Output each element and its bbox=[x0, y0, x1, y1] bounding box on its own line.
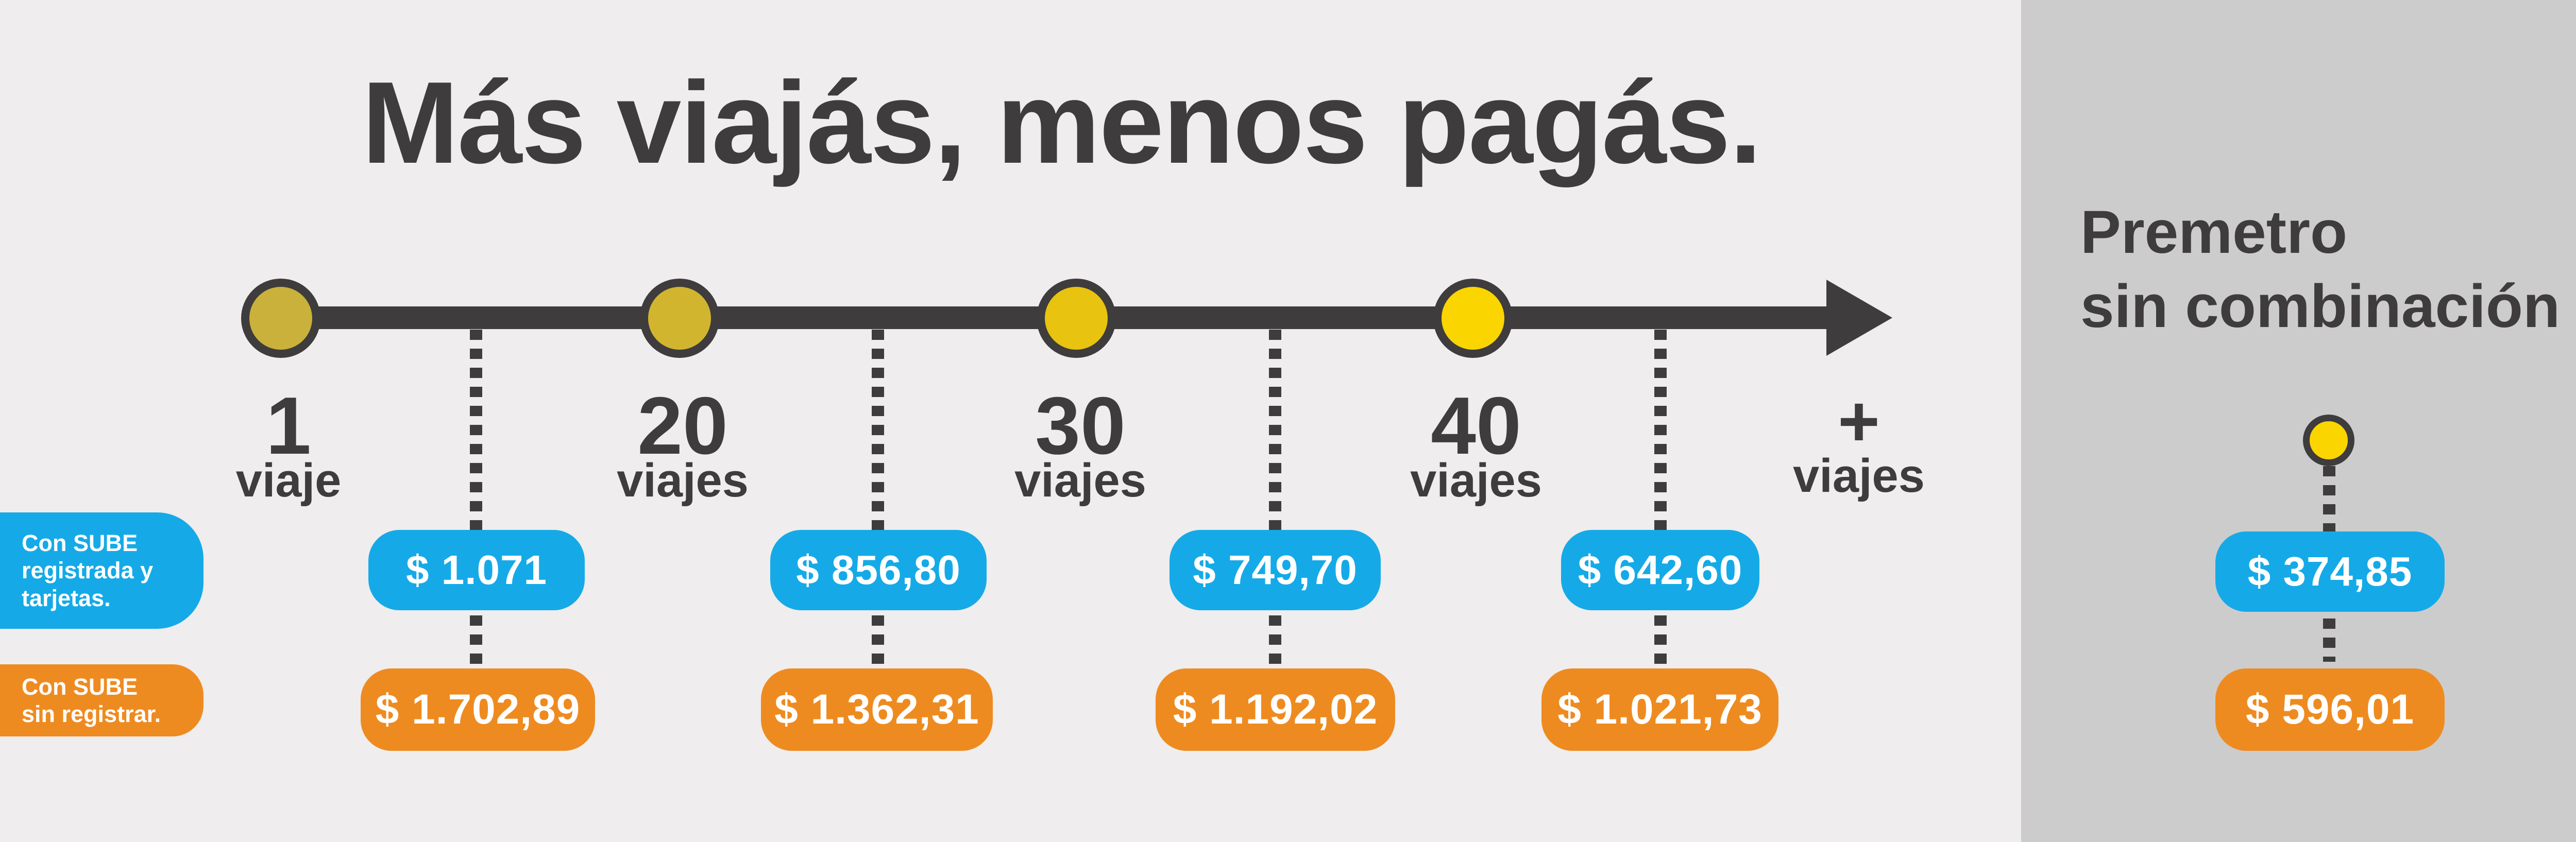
node-40-viajes bbox=[1433, 279, 1513, 358]
node-20-viajes bbox=[640, 279, 719, 358]
fare-unregistered-1: $ 1.702,89 bbox=[361, 668, 595, 751]
connector-3 bbox=[1269, 330, 1281, 713]
legend-unregistered-label: Con SUBE sin registrar. bbox=[22, 673, 161, 727]
node-1-viaje bbox=[241, 279, 320, 358]
count-plus-word: viajes bbox=[1793, 450, 1925, 502]
count-30-number: 30 bbox=[1035, 381, 1126, 471]
count-1-number: 1 bbox=[266, 381, 311, 471]
timeline-arrow-icon bbox=[1826, 280, 1892, 356]
fare-registered-20: $ 856,80 bbox=[770, 530, 987, 610]
premetro-node bbox=[2303, 415, 2354, 466]
legend-unregistered: Con SUBE sin registrar. bbox=[0, 664, 204, 736]
fare-registered-1: $ 1.071 bbox=[368, 530, 585, 610]
connector-2 bbox=[872, 330, 884, 713]
connector-4 bbox=[1654, 330, 1667, 713]
count-40-number: 40 bbox=[1431, 381, 1521, 471]
premetro-title: Premetro sin combinación bbox=[2080, 198, 2561, 340]
count-plus-symbol: + bbox=[1838, 381, 1880, 461]
count-30-word: viajes bbox=[1014, 454, 1146, 507]
legend-registered-label: Con SUBE registrada y tarjetas. bbox=[22, 530, 154, 611]
fare-unregistered-30: $ 1.192,02 bbox=[1156, 668, 1395, 751]
connector-1 bbox=[470, 330, 482, 713]
fare-premetro-registered: $ 374,85 bbox=[2215, 531, 2445, 612]
fare-premetro-unregistered: $ 596,01 bbox=[2215, 668, 2445, 751]
count-1-word: viaje bbox=[235, 454, 342, 507]
count-40-word: viajes bbox=[1410, 454, 1542, 507]
fare-registered-30: $ 749,70 bbox=[1170, 530, 1381, 610]
node-30-viajes bbox=[1037, 279, 1116, 358]
legend-registered: Con SUBE registrada y tarjetas. bbox=[0, 512, 204, 629]
fare-unregistered-20: $ 1.362,31 bbox=[761, 668, 993, 751]
page-title: Más viajás, menos pagás. bbox=[362, 57, 1762, 187]
count-20-word: viajes bbox=[617, 454, 749, 507]
count-20-number: 20 bbox=[637, 381, 728, 471]
fare-unregistered-40: $ 1.021,73 bbox=[1541, 668, 1778, 751]
fare-registered-40: $ 642,60 bbox=[1561, 530, 1759, 610]
